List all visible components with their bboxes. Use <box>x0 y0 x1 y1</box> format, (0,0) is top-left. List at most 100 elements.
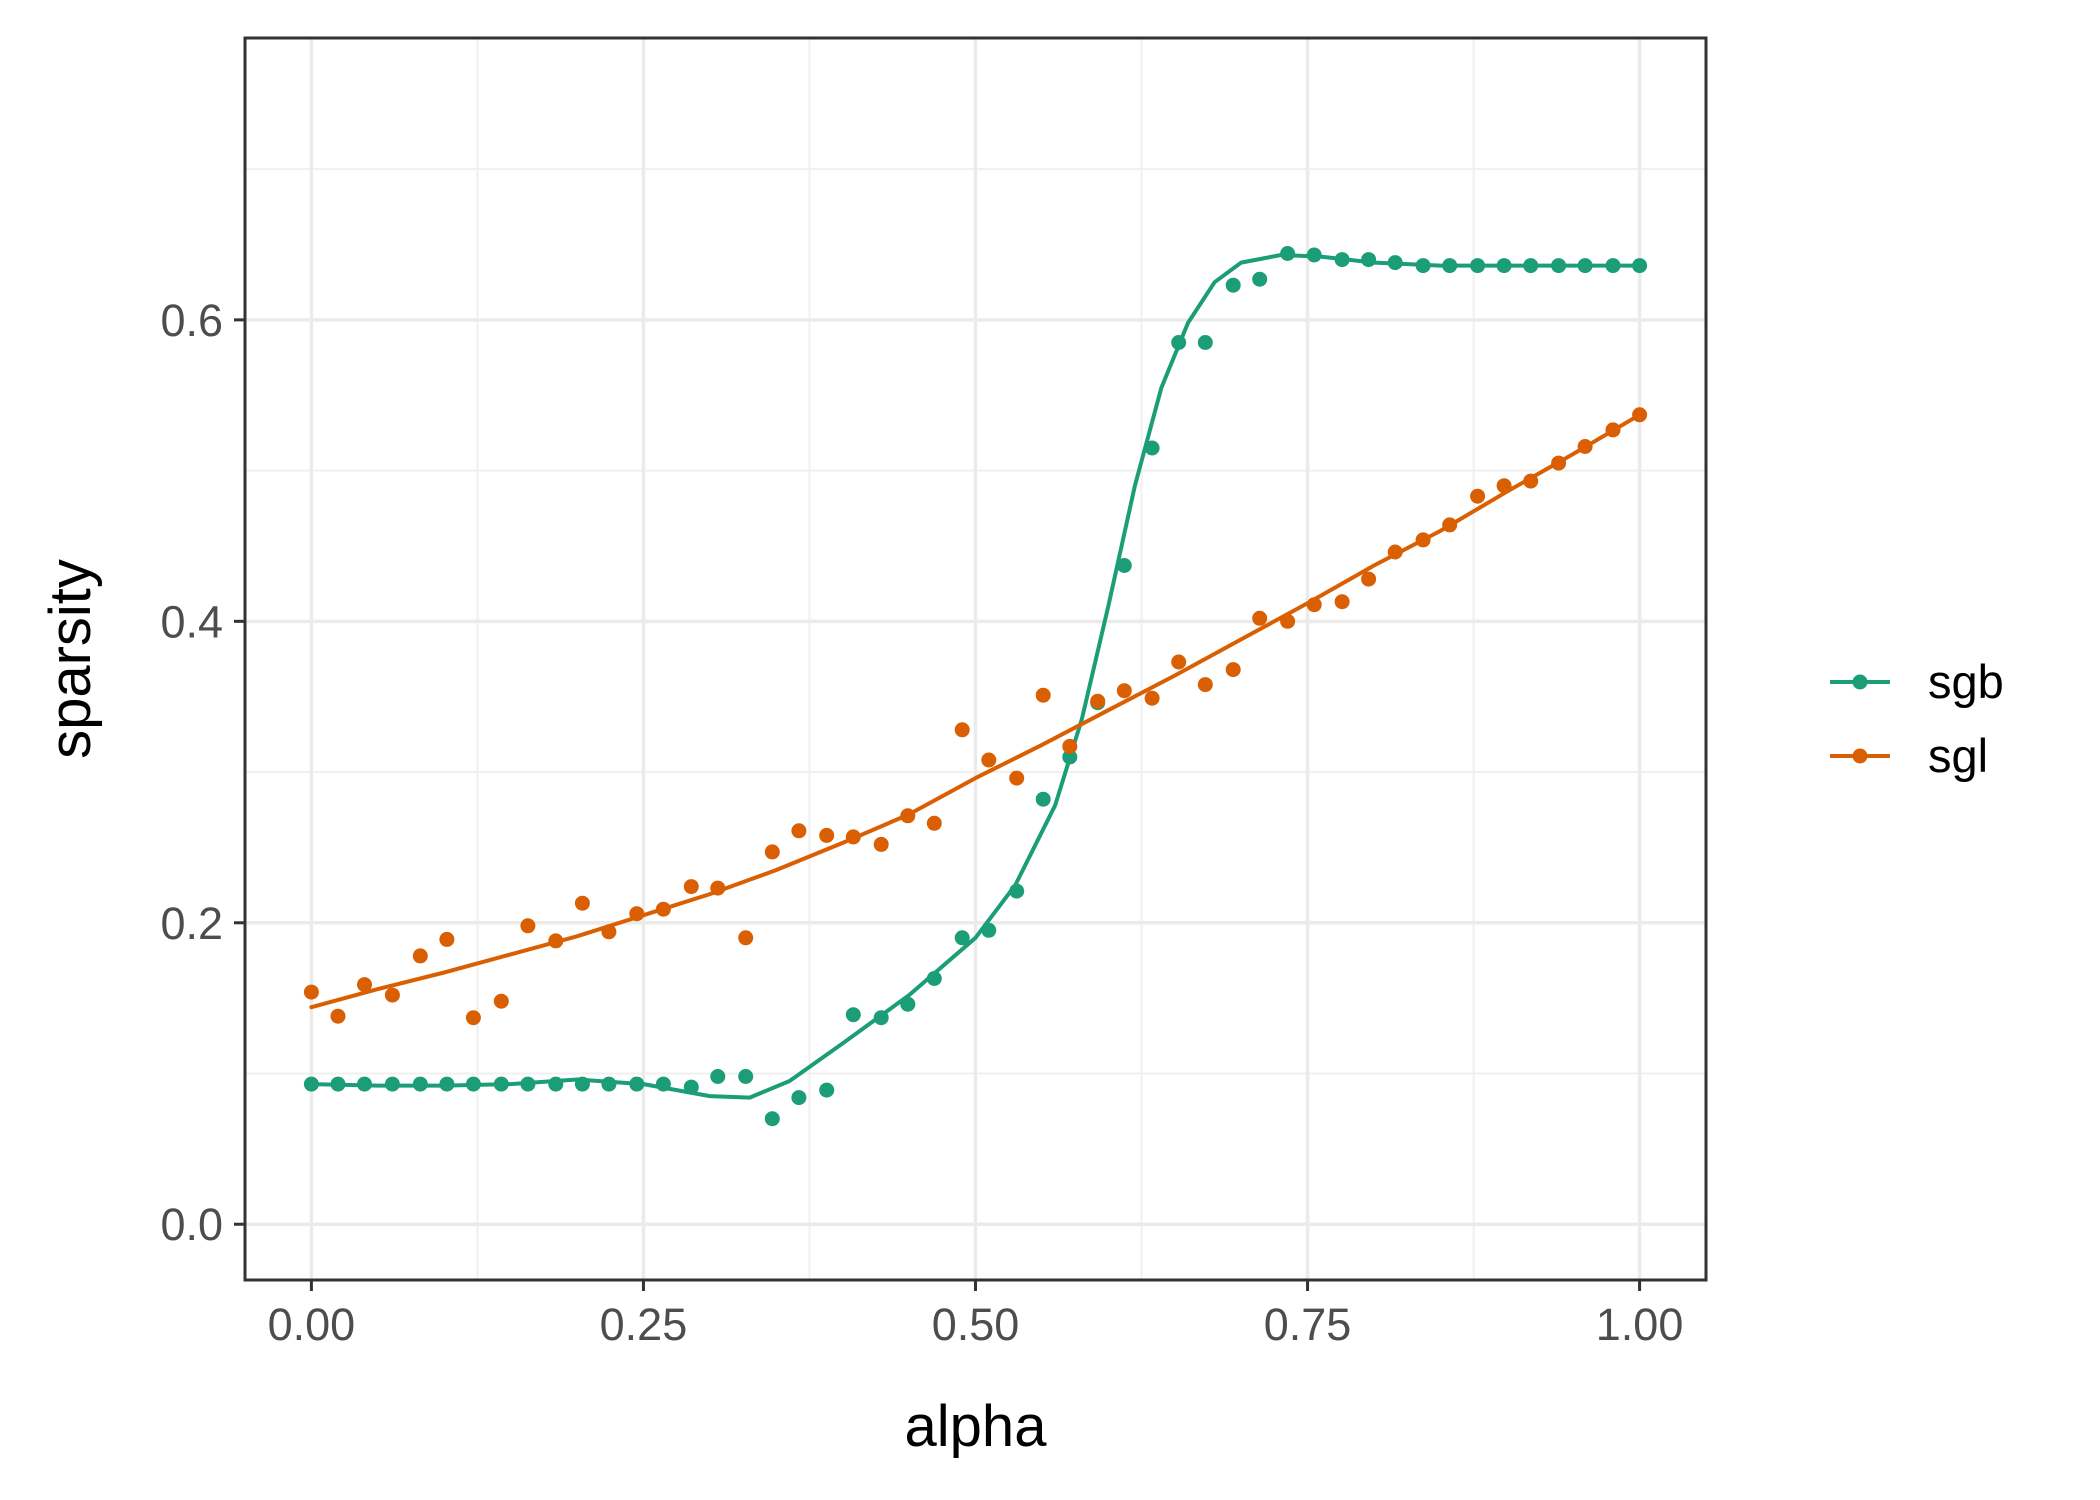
y-axis-ticks: 0.0 0.2 0.4 0.6 <box>160 295 245 1250</box>
point-sgb <box>1171 335 1187 350</box>
point-sgl <box>1577 439 1593 454</box>
x-tick-label: 0.00 <box>268 1299 356 1350</box>
point-sgb <box>548 1076 564 1092</box>
point-sgl <box>412 948 428 964</box>
point-sgl <box>791 823 807 839</box>
point-sgl <box>1171 654 1187 670</box>
point-sgl <box>1252 610 1268 626</box>
point-sgb <box>1415 258 1431 274</box>
point-sgl <box>465 1010 481 1026</box>
major-gridlines <box>245 38 1706 1280</box>
y-tick-label: 0.2 <box>160 898 223 949</box>
legend-label: sgl <box>1928 729 1988 782</box>
point-sgb <box>1062 749 1078 765</box>
y-tick-label: 0.0 <box>160 1199 223 1250</box>
point-sgb <box>1009 883 1025 899</box>
point-sgl <box>1197 677 1213 693</box>
point-sgl <box>764 844 780 860</box>
point-sgl <box>873 836 889 852</box>
point-sgb <box>1632 258 1648 274</box>
point-sgb <box>1577 258 1593 274</box>
point-sgb <box>1225 277 1241 293</box>
point-sgl <box>1632 407 1648 423</box>
y-tick-label: 0.6 <box>160 295 223 346</box>
point-sgl <box>1334 594 1350 610</box>
legend-label: sgb <box>1928 655 2004 708</box>
point-sgb <box>330 1076 346 1092</box>
point-sgl <box>1280 613 1296 629</box>
legend-key-point <box>1852 674 1868 690</box>
point-sgb <box>1116 558 1132 573</box>
point-sgb <box>357 1076 372 1092</box>
point-sgb <box>683 1079 699 1095</box>
point-sgb <box>1523 258 1539 274</box>
x-axis-ticks: 0.00 0.25 0.50 0.75 1.00 <box>268 1280 1684 1350</box>
legend-key-point <box>1852 748 1868 764</box>
point-sgl <box>819 827 835 843</box>
point-sgb <box>601 1076 617 1092</box>
y-axis-title: sparsity <box>38 559 103 759</box>
point-sgl <box>981 752 997 768</box>
point-sgl <box>629 906 645 922</box>
point-sgl <box>1387 544 1403 560</box>
point-sgb <box>493 1076 509 1092</box>
point-sgb <box>1442 258 1458 274</box>
point-sgl <box>1009 770 1025 786</box>
point-sgb <box>954 930 970 946</box>
point-sgb <box>819 1082 835 1098</box>
point-sgl <box>1306 597 1322 613</box>
legend-item-sgl: sgl <box>1830 729 1988 782</box>
point-sgl <box>1035 687 1051 703</box>
point-sgl <box>574 895 590 911</box>
point-sgb <box>655 1076 671 1092</box>
point-sgl <box>845 829 861 845</box>
point-sgl <box>954 722 970 738</box>
point-sgb <box>1605 258 1621 274</box>
point-sgl <box>1415 532 1431 548</box>
point-sgl <box>1116 683 1132 699</box>
point-sgl <box>548 933 564 949</box>
point-sgb <box>791 1090 807 1106</box>
point-sgb <box>738 1069 754 1084</box>
point-sgb <box>1551 258 1567 274</box>
point-sgl <box>1496 478 1512 494</box>
point-sgb <box>1035 791 1051 807</box>
x-tick-label: 0.50 <box>932 1299 1020 1350</box>
point-sgb <box>520 1076 536 1092</box>
point-sgb <box>1361 252 1377 268</box>
point-sgl <box>439 931 455 947</box>
point-sgb <box>764 1111 780 1127</box>
x-tick-label: 0.25 <box>600 1299 688 1350</box>
point-sgb <box>1387 255 1403 271</box>
point-sgb <box>1496 258 1512 274</box>
point-sgb <box>439 1076 455 1092</box>
point-sgb <box>384 1076 400 1092</box>
point-sgl <box>710 880 726 896</box>
point-sgb <box>1280 246 1296 261</box>
legend: sgb sgl <box>1830 655 2004 782</box>
point-sgl <box>601 924 617 940</box>
x-axis-title: alpha <box>905 1394 1048 1459</box>
point-sgb <box>574 1076 590 1092</box>
x-tick-label: 1.00 <box>1596 1299 1684 1350</box>
point-sgb <box>303 1076 319 1092</box>
point-sgl <box>1523 473 1539 489</box>
y-tick-label: 0.4 <box>160 596 223 647</box>
point-sgl <box>738 930 754 946</box>
point-sgl <box>1062 738 1078 754</box>
point-sgb <box>926 971 942 986</box>
point-sgb <box>981 922 997 938</box>
point-sgl <box>303 984 319 1000</box>
point-sgl <box>1090 693 1106 709</box>
point-sgb <box>629 1076 645 1092</box>
point-sgb <box>1306 247 1322 263</box>
point-sgb <box>900 996 916 1012</box>
point-sgl <box>926 815 942 831</box>
point-sgl <box>520 918 536 934</box>
point-sgl <box>683 879 699 895</box>
point-sgb <box>710 1069 726 1084</box>
point-sgl <box>900 808 916 824</box>
point-sgb <box>873 1010 889 1026</box>
data-points <box>303 246 1648 1127</box>
